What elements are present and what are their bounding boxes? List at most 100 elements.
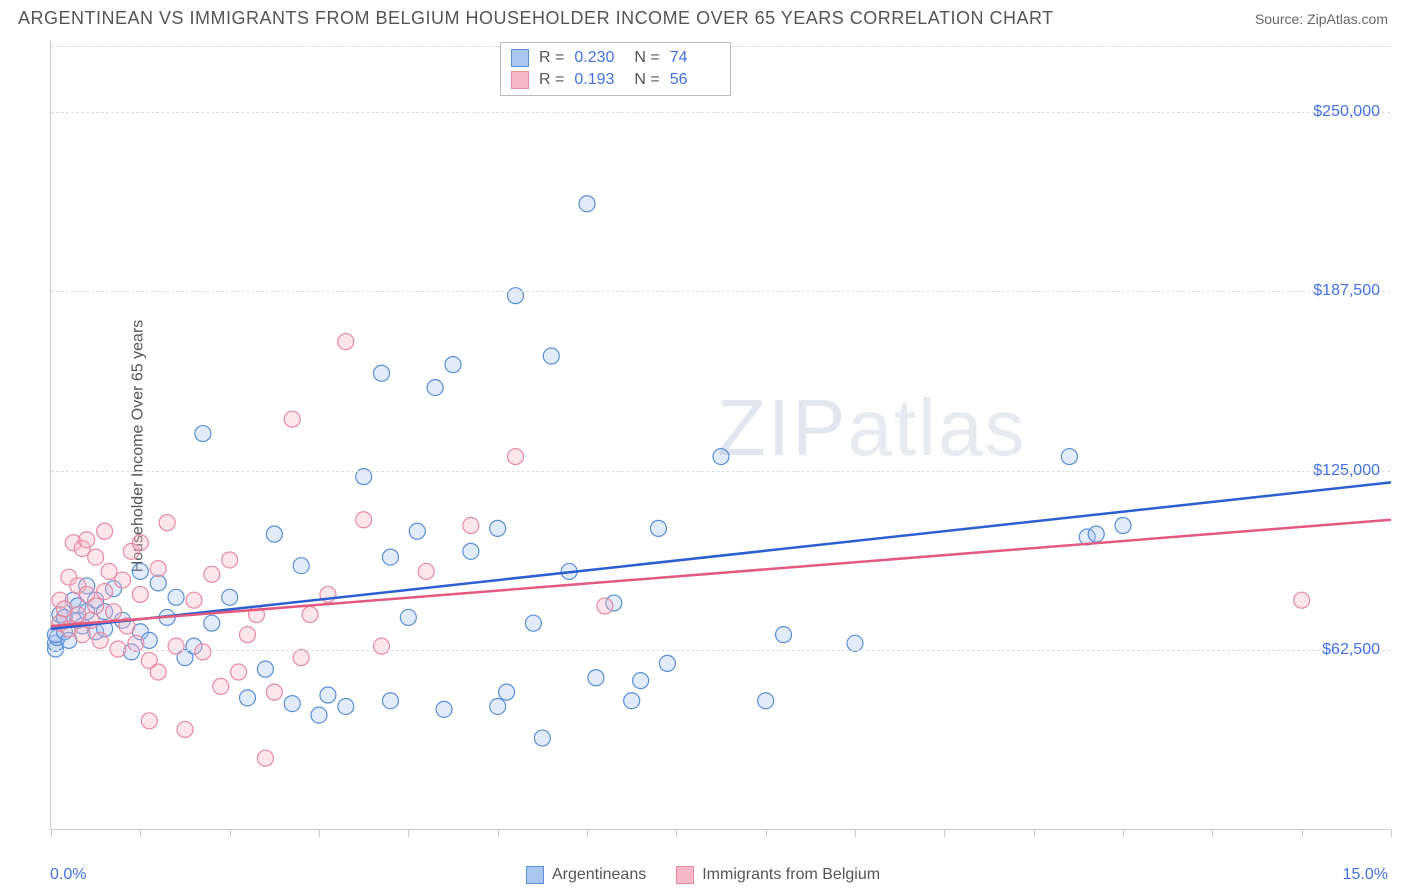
legend-r-value: 0.193 — [574, 71, 624, 89]
data-point — [110, 641, 126, 657]
data-point — [463, 543, 479, 559]
data-point — [132, 563, 148, 579]
data-point — [302, 607, 318, 623]
data-point — [490, 520, 506, 536]
data-point — [132, 535, 148, 551]
data-point — [168, 638, 184, 654]
data-point — [1061, 449, 1077, 465]
data-point — [758, 693, 774, 709]
data-point — [1115, 517, 1131, 533]
data-point — [543, 348, 559, 364]
series-legend-item: Argentineans — [526, 866, 646, 884]
data-point — [776, 627, 792, 643]
data-point — [436, 701, 452, 717]
data-point — [293, 650, 309, 666]
data-point — [418, 563, 434, 579]
data-point — [88, 598, 104, 614]
data-point — [588, 670, 604, 686]
data-point — [508, 288, 524, 304]
data-point — [240, 690, 256, 706]
grid-line — [51, 650, 1390, 651]
data-point — [132, 586, 148, 602]
data-point — [650, 520, 666, 536]
data-point — [204, 566, 220, 582]
data-point — [463, 517, 479, 533]
scatter-svg — [51, 40, 1390, 829]
data-point — [508, 449, 524, 465]
data-point — [222, 552, 238, 568]
x-tick — [676, 829, 677, 837]
legend-swatch — [526, 866, 544, 884]
x-min-label: 0.0% — [50, 866, 86, 884]
x-tick — [1212, 829, 1213, 837]
data-point — [74, 627, 90, 643]
data-point — [382, 549, 398, 565]
data-point — [713, 449, 729, 465]
x-tick — [1391, 829, 1392, 837]
data-point — [114, 572, 130, 588]
data-point — [257, 750, 273, 766]
data-point — [240, 627, 256, 643]
data-point — [659, 655, 675, 671]
data-point — [195, 426, 211, 442]
data-point — [222, 589, 238, 605]
data-point — [79, 532, 95, 548]
series-legend-label: Argentineans — [552, 866, 646, 884]
y-tick-label: $250,000 — [1313, 103, 1380, 121]
x-tick — [1034, 829, 1035, 837]
correlation-legend-row: R =0.193N =56 — [511, 69, 720, 91]
data-point — [382, 693, 398, 709]
x-max-label: 15.0% — [1343, 866, 1388, 884]
series-legend-item: Immigrants from Belgium — [676, 866, 880, 884]
grid-line — [51, 291, 1390, 292]
data-point — [374, 365, 390, 381]
legend-r-label: R = — [539, 49, 564, 67]
legend-n-label: N = — [634, 71, 659, 89]
data-point — [284, 411, 300, 427]
x-tick — [855, 829, 856, 837]
legend-swatch — [511, 49, 529, 67]
data-point — [499, 684, 515, 700]
data-point — [150, 561, 166, 577]
data-point — [311, 707, 327, 723]
grid-line — [51, 112, 1390, 113]
data-point — [266, 526, 282, 542]
data-point — [150, 575, 166, 591]
x-tick — [944, 829, 945, 837]
legend-r-label: R = — [539, 71, 564, 89]
legend-swatch — [511, 71, 529, 89]
y-tick-label: $187,500 — [1313, 282, 1380, 300]
data-point — [525, 615, 541, 631]
grid-line — [51, 471, 1390, 472]
x-tick — [1302, 829, 1303, 837]
chart-plot-area: $62,500$125,000$187,500$250,000 — [50, 40, 1390, 830]
data-point — [400, 609, 416, 625]
data-point — [186, 592, 202, 608]
x-tick — [140, 829, 141, 837]
x-tick — [230, 829, 231, 837]
correlation-legend: R =0.230N =74R =0.193N =56 — [500, 42, 731, 96]
data-point — [338, 698, 354, 714]
data-point — [847, 635, 863, 651]
data-point — [356, 512, 372, 528]
data-point — [168, 589, 184, 605]
data-point — [374, 638, 390, 654]
source-label: Source: ZipAtlas.com — [1255, 11, 1388, 27]
x-tick — [408, 829, 409, 837]
data-point — [159, 515, 175, 531]
data-point — [1088, 526, 1104, 542]
data-point — [141, 713, 157, 729]
x-tick — [51, 829, 52, 837]
data-point — [624, 693, 640, 709]
legend-swatch — [676, 866, 694, 884]
data-point — [534, 730, 550, 746]
y-tick-label: $125,000 — [1313, 462, 1380, 480]
x-tick — [766, 829, 767, 837]
data-point — [128, 635, 144, 651]
data-point — [97, 523, 113, 539]
data-point — [409, 523, 425, 539]
data-point — [204, 615, 220, 631]
data-point — [257, 661, 273, 677]
trend-line — [51, 482, 1391, 629]
series-legend-label: Immigrants from Belgium — [702, 866, 880, 884]
